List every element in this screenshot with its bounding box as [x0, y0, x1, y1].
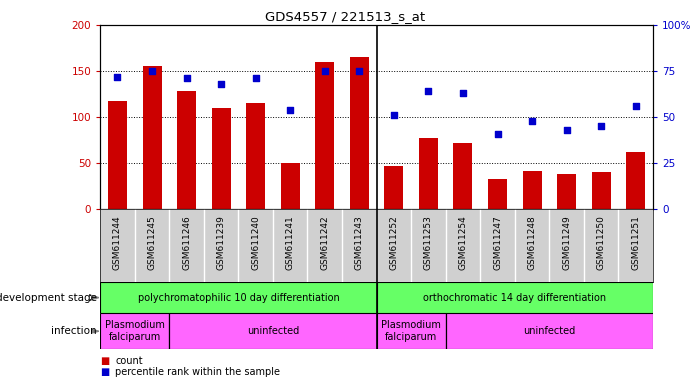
- Bar: [377, 313, 446, 349]
- Text: GSM611254: GSM611254: [458, 215, 468, 270]
- Point: [457, 90, 468, 96]
- Bar: [377, 282, 653, 313]
- Bar: [419, 138, 438, 209]
- Text: uninfected: uninfected: [523, 326, 576, 336]
- Point: [216, 81, 227, 87]
- Text: infection: infection: [51, 326, 97, 336]
- Bar: [384, 166, 404, 209]
- Text: polychromatophilic 10 day differentiation: polychromatophilic 10 day differentiatio…: [138, 293, 339, 303]
- Text: GDS4557 / 221513_s_at: GDS4557 / 221513_s_at: [265, 10, 426, 23]
- Polygon shape: [91, 295, 99, 300]
- Point: [527, 118, 538, 124]
- Text: GSM611250: GSM611250: [596, 215, 606, 270]
- Bar: [169, 313, 377, 349]
- Bar: [453, 143, 473, 209]
- Bar: [626, 152, 645, 209]
- Text: GSM611251: GSM611251: [631, 215, 641, 270]
- Text: count: count: [115, 356, 143, 366]
- Polygon shape: [91, 329, 99, 333]
- Bar: [488, 179, 507, 209]
- Text: GSM611246: GSM611246: [182, 215, 191, 270]
- Bar: [108, 101, 127, 209]
- Bar: [142, 66, 162, 209]
- Text: GSM611252: GSM611252: [389, 215, 399, 270]
- Point: [285, 107, 296, 113]
- Text: Plasmodium
falciparum: Plasmodium falciparum: [105, 320, 164, 342]
- Text: ■: ■: [100, 367, 109, 377]
- Text: GSM611243: GSM611243: [354, 215, 364, 270]
- Point: [250, 75, 261, 81]
- Text: GSM611249: GSM611249: [562, 215, 571, 270]
- Bar: [591, 172, 611, 209]
- Point: [146, 68, 158, 74]
- Bar: [211, 108, 231, 209]
- Bar: [246, 103, 265, 209]
- Text: GSM611248: GSM611248: [527, 215, 537, 270]
- Point: [423, 88, 434, 94]
- Text: GSM611253: GSM611253: [424, 215, 433, 270]
- Bar: [446, 313, 653, 349]
- Bar: [100, 313, 169, 349]
- Text: GSM611244: GSM611244: [113, 215, 122, 270]
- Bar: [557, 174, 576, 209]
- Text: development stage: development stage: [0, 293, 97, 303]
- Text: GSM611239: GSM611239: [216, 215, 226, 270]
- Text: GSM611241: GSM611241: [285, 215, 295, 270]
- Text: GSM611247: GSM611247: [493, 215, 502, 270]
- Point: [388, 112, 399, 118]
- Point: [492, 131, 503, 137]
- Text: GSM611240: GSM611240: [251, 215, 261, 270]
- Bar: [177, 91, 196, 209]
- Bar: [100, 282, 377, 313]
- Point: [561, 127, 572, 133]
- Bar: [350, 57, 369, 209]
- Point: [596, 123, 607, 129]
- Point: [112, 73, 123, 79]
- Bar: [522, 170, 542, 209]
- Text: orthochromatic 14 day differentiation: orthochromatic 14 day differentiation: [423, 293, 607, 303]
- Bar: [281, 163, 300, 209]
- Text: GSM611245: GSM611245: [147, 215, 157, 270]
- Bar: [315, 62, 334, 209]
- Point: [181, 75, 192, 81]
- Text: percentile rank within the sample: percentile rank within the sample: [115, 367, 281, 377]
- Point: [354, 68, 365, 74]
- Text: ■: ■: [100, 356, 109, 366]
- Text: uninfected: uninfected: [247, 326, 299, 336]
- Text: Plasmodium
falciparum: Plasmodium falciparum: [381, 320, 441, 342]
- Point: [319, 68, 330, 74]
- Text: GSM611242: GSM611242: [320, 215, 330, 270]
- Point: [630, 103, 641, 109]
